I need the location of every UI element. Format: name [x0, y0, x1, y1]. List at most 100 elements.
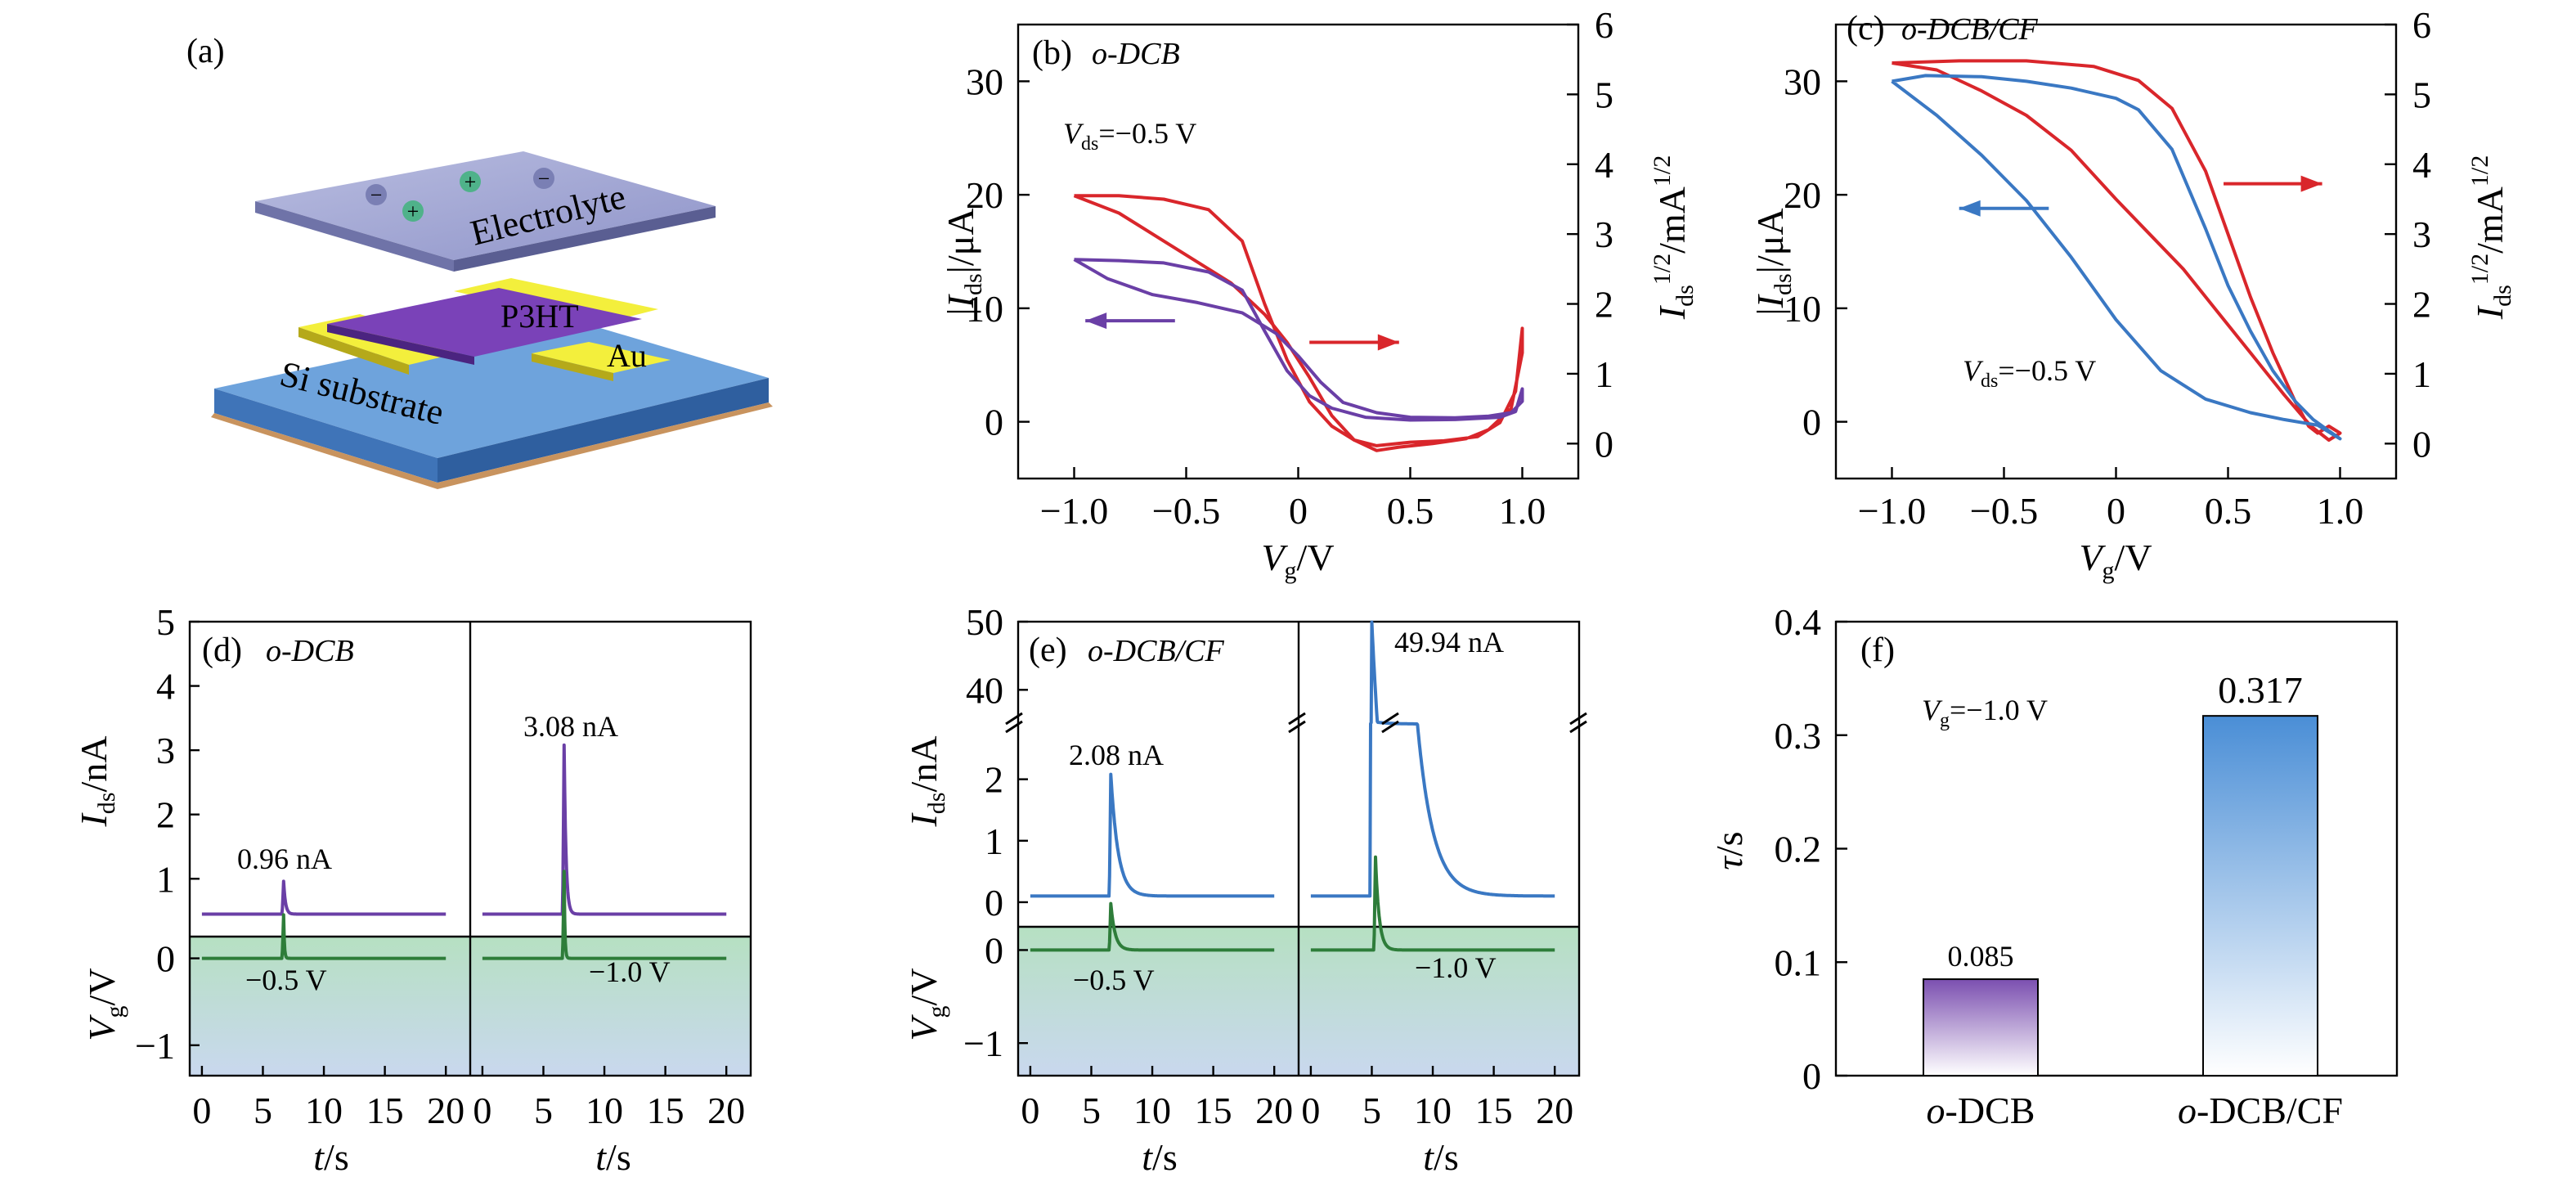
panel-c-label: (c) [1847, 10, 1885, 47]
x-tick-label: 15 [647, 1090, 684, 1131]
panel-f-label: (f) [1860, 631, 1895, 669]
x-tick-label: −1.0 [1040, 490, 1108, 532]
y-tick-label: 0.4 [1775, 601, 1822, 643]
panel-d-sample: o-DCB [266, 634, 354, 668]
panel-e-series [1029, 620, 1556, 952]
panel-e-xlabel-right: t/s [1423, 1136, 1458, 1178]
x-tick-label: 1.0 [1499, 490, 1546, 532]
direction-arrow-head [1085, 312, 1107, 330]
x-tick-label: 15 [1195, 1090, 1232, 1131]
ion-markers: − + + − [366, 167, 554, 223]
y-right-tick-label: 4 [1595, 144, 1613, 186]
x-tick-label: 10 [1414, 1090, 1452, 1131]
pulse-trace [1029, 772, 1276, 898]
y-tick-label: 0 [1802, 1055, 1821, 1097]
panel-b-frame [1016, 23, 1580, 480]
y-tick-label: 0.2 [1775, 829, 1822, 870]
pulse-trace [1309, 855, 1556, 952]
category-label: o-DCB [1927, 1090, 2035, 1131]
electrolyte-layer [255, 151, 716, 272]
panel-b-vds-symbol: V [1063, 117, 1084, 150]
y-tick-label: 1 [985, 820, 1003, 862]
x-tick-label: −0.5 [1970, 490, 2038, 532]
y-tick-label: −1 [135, 1025, 175, 1067]
panel-e-vg-left: −0.5 V [1073, 964, 1155, 996]
panel-b-xlabel: Vg/V [1261, 537, 1334, 584]
y-right-tick-label: 1 [1595, 353, 1613, 395]
y-tick-label: 0.1 [1775, 942, 1822, 983]
y-left-tick-label: 20 [966, 174, 1003, 216]
x-tick-label: 0 [1021, 1090, 1039, 1131]
y-tick-label: 50 [966, 601, 1003, 643]
panel-a-schematic: (a) − [186, 33, 773, 489]
x-tick-label: 15 [366, 1090, 404, 1131]
p3ht-label: P3HT [500, 298, 579, 335]
panel-c-sample: o-DCB/CF [1901, 12, 2039, 47]
panel-b-series [1073, 194, 1524, 452]
transfer-curve [1892, 59, 2342, 442]
panel-e-label: (e) [1029, 631, 1067, 669]
direction-arrow-head [2300, 175, 2322, 192]
ion-symbol: − [538, 167, 550, 191]
panel-d-label: (d) [202, 631, 242, 669]
x-tick-label: −1.0 [1858, 490, 1926, 532]
panel-c-vds-value: =−0.5 V [1998, 354, 2096, 387]
y-right-tick-label: 5 [1595, 74, 1613, 115]
transfer-curve [1073, 194, 1524, 452]
panel-f-ylabel: τ/s [1708, 831, 1750, 870]
x-tick-label: 0 [1289, 490, 1308, 532]
y-right-tick-label: 6 [1595, 4, 1613, 46]
y-left-tick-label: 10 [966, 288, 1003, 330]
panel-c-vds-annotation: Vds=−0.5 V [1963, 354, 2096, 392]
y-tick-label: 3 [156, 730, 175, 771]
y-tick-label: 0.3 [1775, 715, 1822, 757]
x-tick-label: 20 [1255, 1090, 1293, 1131]
x-tick-label: 0.5 [1387, 490, 1434, 532]
y-left-tick-label: 30 [1784, 61, 1821, 102]
bar-value-label: 0.085 [1948, 940, 2014, 973]
y-right-tick-label: 3 [1595, 213, 1613, 255]
panel-e-peak-left: 2.08 nA [1069, 739, 1164, 771]
y-right-tick-label: 0 [2412, 423, 2431, 465]
x-tick-label: 20 [707, 1090, 745, 1131]
panel-f-vg-symbol: V [1922, 694, 1943, 726]
ion-symbol: + [464, 170, 477, 194]
transfer-curve [1891, 74, 2342, 441]
x-tick-label: 5 [254, 1090, 272, 1131]
ion-symbol: − [370, 183, 383, 207]
panel-f-vg-sub: g [1940, 710, 1950, 731]
y-tick-label: 2 [985, 759, 1003, 801]
panel-a-label: (a) [186, 33, 225, 70]
transfer-curve [1073, 258, 1524, 422]
y-tick-label: 2 [156, 794, 175, 836]
panel-c-ylabel-right: Ids1/2/mA1/2 [2466, 155, 2516, 320]
panel-f-chart: 0 0.1 0.2 0.3 0.4 o-DCB o-DCB/CF 0.085 0.317 (f… [1708, 601, 2399, 1131]
panel-c-series [1891, 59, 2342, 442]
x-tick-label: 20 [427, 1090, 464, 1131]
y-tick-label: 0 [985, 882, 1003, 924]
panel-b-vds-sub: ds [1081, 133, 1098, 155]
panel-c-vds-sub: ds [1981, 371, 1998, 392]
panel-d-peak-right: 3.08 nA [523, 710, 618, 743]
direction-arrow-head [1959, 200, 1981, 217]
panel-b-label: (b) [1032, 34, 1072, 72]
panel-c-chart: −1.0 −0.5 0 0.5 1.0 0 10 20 30 0 1 2 3 4 5 6 (c) o-DCB/… [1749, 4, 2516, 584]
panel-c-xlabel: Vg/V [2079, 537, 2152, 584]
x-tick-label: 0 [2107, 490, 2125, 532]
panel-d-ylabel-bottom: Vg/V [81, 968, 128, 1040]
panel-c-vds-symbol: V [1963, 354, 1984, 387]
direction-arrow-head [1377, 334, 1399, 351]
panel-c-frame [1834, 23, 2398, 480]
panel-e-sample: o-DCB/CF [1088, 634, 1225, 668]
pulse-trace [200, 913, 447, 960]
x-tick-label: 10 [305, 1090, 343, 1131]
panel-f-ticks: 0 0.1 0.2 0.3 0.4 o-DCB o-DCB/CF [1775, 601, 2343, 1131]
y-left-tick-label: 30 [966, 61, 1003, 102]
y-tick-label: 0 [985, 929, 1003, 971]
panel-c-ylabel-left: |Ids|/μA [1749, 208, 1797, 315]
x-tick-label: 5 [534, 1090, 553, 1131]
panel-b-ylabel-left: |Ids|/μA [940, 208, 987, 315]
panel-b-sample: o-DCB [1092, 37, 1180, 71]
